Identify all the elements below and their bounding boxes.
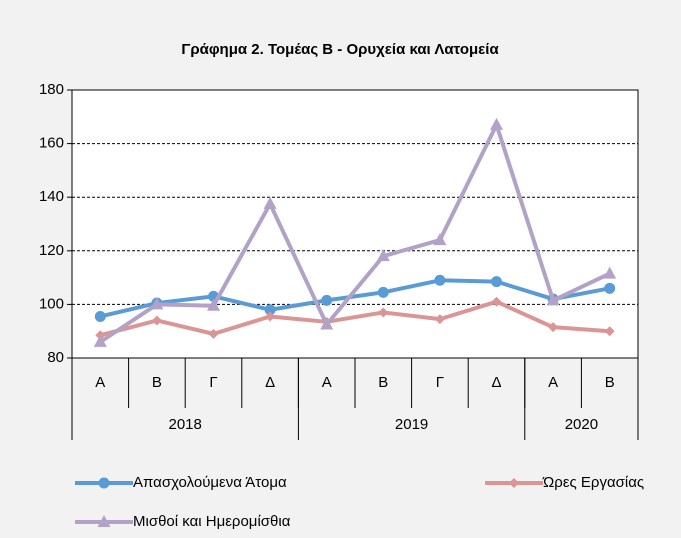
point (603, 266, 617, 279)
legend-label: Μισθοί και Ημερομίσθια (133, 513, 291, 530)
y-tick-label: 100 (39, 295, 64, 312)
legend-marker (97, 515, 111, 527)
point (207, 298, 220, 311)
x-tick-label: Δ (265, 374, 275, 391)
point (321, 294, 333, 306)
point (546, 293, 560, 306)
legend-label: Ώρες Εργασίας (542, 474, 644, 491)
point (491, 296, 502, 307)
series-line (99, 122, 611, 344)
point (490, 117, 503, 130)
point (150, 297, 164, 310)
legend-marker (509, 478, 519, 488)
point (604, 282, 616, 294)
y-tick-label: 180 (39, 81, 64, 98)
x-tick-label: Β (378, 374, 388, 391)
x-group-label: 2018 (169, 416, 202, 433)
point (434, 274, 446, 286)
x-group-label: 2019 (395, 416, 428, 433)
point (264, 304, 276, 316)
legend-label: Απασχολούμενα Άτομα (133, 474, 287, 491)
chart-title: Γράφημα 2. Τομέας Β - Ορυχεία και Λατομε… (181, 41, 499, 58)
x-tick-label: Α (95, 374, 105, 391)
legend-marker (98, 477, 110, 489)
point (378, 307, 389, 318)
point (151, 315, 162, 326)
x-tick-label: Γ (209, 374, 217, 391)
y-tick-label: 160 (39, 135, 64, 152)
x-tick-label: Γ (436, 374, 444, 391)
point (491, 276, 502, 288)
point (548, 322, 559, 333)
point (265, 311, 276, 322)
y-tick-label: 120 (39, 242, 64, 259)
plot-area (72, 90, 638, 358)
x-tick-label: Α (548, 374, 558, 391)
point (377, 286, 389, 298)
x-tick-label: Β (605, 374, 615, 391)
y-tick-label: 80 (47, 349, 64, 366)
point (376, 249, 390, 262)
x-tick-label: Α (322, 374, 332, 391)
point (433, 233, 447, 246)
x-tick-label: Β (152, 374, 162, 391)
series-line (99, 299, 610, 338)
y-tick-label: 140 (39, 188, 64, 205)
point (94, 310, 106, 322)
x-tick-label: Δ (491, 374, 501, 391)
point (208, 328, 219, 339)
point (434, 314, 445, 325)
point (320, 317, 334, 330)
point (263, 196, 277, 209)
x-group-label: 2020 (565, 416, 598, 433)
point (604, 326, 615, 337)
point (93, 334, 107, 347)
series-line (99, 278, 611, 319)
